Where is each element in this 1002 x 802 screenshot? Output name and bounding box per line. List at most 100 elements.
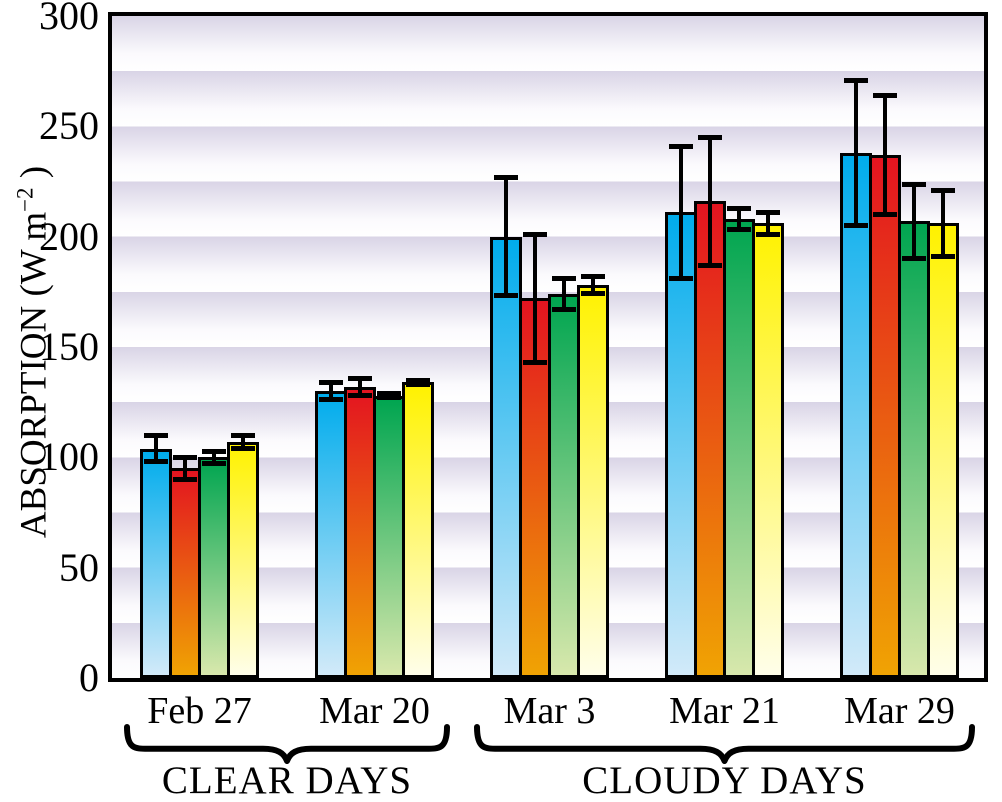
- error-bar-bottom-cap: [494, 293, 518, 299]
- error-bar-bottom-cap: [756, 231, 780, 237]
- error-bar-top-cap: [494, 174, 518, 180]
- error-bar-stem: [533, 232, 537, 365]
- bar-green-mar-20: [373, 395, 405, 678]
- bar-red-orange-mar-20: [344, 386, 376, 678]
- error-bar-top-cap: [319, 380, 343, 386]
- error-bar-bottom-cap: [377, 394, 401, 400]
- error-bar-stem: [562, 276, 566, 312]
- error-bar-red-orange-mar-21: [698, 135, 722, 268]
- error-bar-stem: [737, 205, 741, 233]
- error-bar-bottom-cap: [173, 476, 197, 482]
- y-tick-label-200: 200: [39, 213, 99, 259]
- error-bar-top-cap: [144, 433, 168, 439]
- error-bar-stem: [912, 181, 916, 261]
- error-bar-stem: [154, 433, 158, 464]
- error-bar-stem: [766, 210, 770, 237]
- bar-yellow-mar-20: [402, 382, 434, 678]
- bar-red-orange-mar-29: [869, 155, 901, 678]
- y-tick-label-150: 150: [39, 324, 99, 369]
- error-bar-bottom-cap: [406, 381, 430, 387]
- y-tick-label-50: 50: [59, 544, 99, 590]
- y-axis-title-suffix: ): [13, 165, 55, 188]
- error-bar-red-orange-mar-3: [523, 232, 547, 365]
- error-bar-red-orange-mar-20: [348, 375, 372, 398]
- bar-blue-feb-27: [140, 448, 172, 678]
- error-bar-top-cap: [231, 433, 255, 439]
- bar-blue-mar-20: [315, 391, 347, 678]
- error-bar-red-orange-feb-27: [173, 455, 197, 482]
- error-bar-green-feb-27: [202, 448, 226, 467]
- error-bar-stem: [241, 433, 245, 451]
- error-bar-stem: [708, 135, 712, 268]
- error-bar-stem: [591, 274, 595, 297]
- error-bar-stem: [329, 380, 333, 403]
- bar-yellow-mar-3: [577, 285, 609, 678]
- error-bar-stem: [941, 188, 945, 259]
- error-bar-stem: [883, 93, 887, 217]
- y-axis-title-text: ABSORPTION (W m: [13, 211, 55, 539]
- bar-group-mar-21: [665, 16, 784, 678]
- bar-green-mar-29: [898, 221, 930, 678]
- error-bar-bottom-cap: [202, 461, 226, 467]
- error-bar-blue-mar-20: [319, 380, 343, 403]
- bar-blue-mar-21: [665, 212, 697, 678]
- error-bar-bottom-cap: [669, 275, 693, 281]
- error-bar-top-cap: [873, 93, 897, 99]
- error-bar-top-cap: [348, 375, 372, 381]
- brace-path: [474, 724, 975, 764]
- error-bar-bottom-cap: [931, 253, 955, 259]
- x-label-mar-29: Mar 29: [844, 690, 955, 732]
- brace-path: [124, 724, 450, 764]
- error-bar-bottom-cap: [581, 291, 605, 297]
- error-bar-top-cap: [523, 232, 547, 238]
- error-bar-green-mar-21: [727, 205, 751, 233]
- x-label-mar-20: Mar 20: [319, 690, 430, 732]
- y-tick-label-100: 100: [39, 434, 99, 480]
- error-bar-yellow-mar-3: [581, 274, 605, 297]
- bar-yellow-feb-27: [227, 441, 259, 678]
- error-bar-top-cap: [756, 210, 780, 216]
- error-bar-top-cap: [173, 455, 197, 461]
- bar-green-mar-3: [548, 294, 580, 678]
- error-bar-stem: [183, 455, 187, 482]
- error-bar-red-orange-mar-29: [873, 93, 897, 217]
- y-tick-label-300: 300: [39, 0, 99, 38]
- bar-green-mar-21: [723, 219, 755, 678]
- error-bar-stem: [358, 375, 362, 398]
- bar-red-orange-mar-21: [694, 201, 726, 678]
- error-bar-yellow-mar-29: [931, 188, 955, 259]
- bar-group-feb-27: [140, 16, 259, 678]
- error-bar-bottom-cap: [902, 255, 926, 261]
- error-bar-top-cap: [377, 391, 401, 397]
- y-tick-label-250: 250: [39, 103, 99, 149]
- error-bar-bottom-cap: [523, 359, 547, 365]
- bar-blue-mar-29: [840, 152, 872, 678]
- bar-red-orange-feb-27: [169, 468, 201, 678]
- error-bar-top-cap: [931, 188, 955, 194]
- error-bar-yellow-mar-20: [406, 377, 430, 387]
- error-bar-top-cap: [902, 181, 926, 187]
- x-label-mar-21: Mar 21: [669, 690, 780, 732]
- group-label-clear-days: CLEAR DAYS: [161, 759, 413, 802]
- error-bar-stem: [504, 174, 508, 299]
- group-label-cloudy-days: CLOUDY DAYS: [582, 759, 867, 802]
- error-bar-stem: [679, 144, 683, 281]
- error-bar-top-cap: [844, 77, 868, 83]
- error-bar-top-cap: [202, 448, 226, 454]
- error-bar-stem: [854, 77, 858, 228]
- error-bar-top-cap: [698, 135, 722, 141]
- bar-group-mar-20: [315, 16, 434, 678]
- error-bar-top-cap: [406, 377, 430, 383]
- error-bar-bottom-cap: [873, 211, 897, 217]
- error-bar-top-cap: [669, 144, 693, 149]
- error-bar-stem: [212, 448, 216, 467]
- error-bar-green-mar-29: [902, 181, 926, 261]
- error-bar-bottom-cap: [144, 458, 168, 464]
- error-bar-yellow-feb-27: [231, 433, 255, 451]
- error-bar-blue-mar-29: [844, 77, 868, 228]
- error-bar-yellow-mar-21: [756, 210, 780, 237]
- error-bar-bottom-cap: [231, 445, 255, 451]
- error-bar-blue-mar-21: [669, 144, 693, 281]
- error-bar-top-cap: [552, 276, 576, 282]
